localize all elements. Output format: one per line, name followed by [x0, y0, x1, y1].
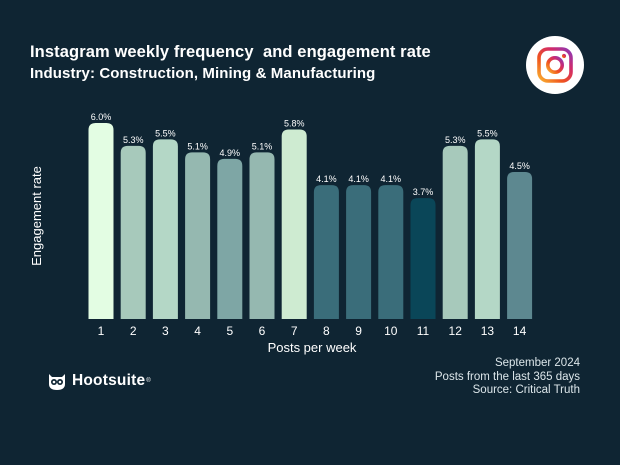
x-tick-label-7: 7 [291, 324, 298, 338]
bar-8 [313, 185, 339, 319]
chart-subtitle: Industry: Construction, Mining & Manufac… [30, 65, 376, 82]
bar-6 [249, 152, 275, 319]
x-tick-label-6: 6 [259, 324, 266, 338]
data-label-3: 5.5% [155, 128, 176, 138]
data-label-1: 6.0% [91, 112, 112, 122]
data-label-11: 3.7% [413, 187, 434, 197]
brand-registered-mark: ® [146, 378, 151, 384]
x-tick-label-14: 14 [513, 324, 527, 338]
bar-12 [442, 145, 468, 319]
bar-11 [410, 198, 436, 319]
x-tick-label-2: 2 [130, 324, 137, 338]
footer-source: Source: Critical Truth [472, 384, 580, 396]
footer-date: September 2024 [494, 357, 580, 369]
brand-name: Hootsuite [72, 372, 146, 389]
x-tick-label-3: 3 [162, 324, 169, 338]
data-label-8: 4.1% [316, 174, 337, 184]
footer-scope: Posts from the last 365 days [434, 370, 580, 383]
x-tick-label-11: 11 [417, 324, 430, 338]
data-label-2: 5.3% [123, 135, 144, 145]
bar-3 [152, 139, 178, 319]
bar-2 [120, 145, 146, 319]
y-axis-label: Engagement rate [29, 166, 44, 266]
instagram-icon [526, 36, 584, 94]
bar-9 [346, 185, 372, 319]
data-label-10: 4.1% [381, 174, 402, 184]
data-label-7: 5.8% [284, 119, 305, 129]
owl-icon [49, 374, 65, 390]
footer-notes: September 2024 Posts from the last 365 d… [435, 357, 580, 398]
data-label-12: 5.3% [445, 135, 466, 145]
x-tick-label-9: 9 [355, 324, 362, 338]
hootsuite-logo: Hootsuite ® [46, 370, 151, 392]
data-label-4: 5.1% [187, 141, 208, 151]
data-label-9: 4.1% [348, 174, 369, 184]
x-tick-label-8: 8 [323, 324, 330, 338]
bar-14 [507, 172, 533, 319]
x-tick-label-5: 5 [226, 324, 233, 338]
bar-7 [281, 129, 307, 319]
data-label-5: 4.9% [220, 148, 241, 158]
data-label-6: 5.1% [252, 141, 273, 151]
chart-title: Instagram weekly frequency and engagemen… [30, 43, 431, 61]
x-axis-label: Posts per week [268, 340, 357, 355]
x-tick-label-1: 1 [98, 324, 105, 338]
x-tick-label-10: 10 [384, 324, 398, 338]
x-tick-label-12: 12 [449, 324, 463, 338]
bar-1 [88, 123, 114, 319]
data-label-14: 4.5% [509, 161, 530, 171]
x-tick-label-13: 13 [481, 324, 495, 338]
x-tick-label-4: 4 [194, 324, 201, 338]
data-label-13: 5.5% [477, 128, 498, 138]
bar-13 [474, 139, 500, 319]
bar-5 [217, 158, 243, 319]
bar-10 [378, 185, 404, 319]
bar-4 [185, 152, 211, 319]
